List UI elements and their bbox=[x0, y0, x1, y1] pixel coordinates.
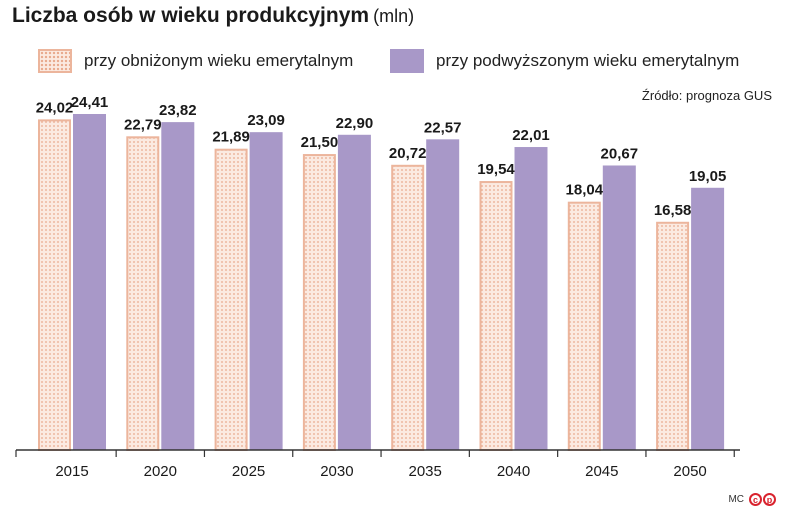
bar-high-2025 bbox=[249, 132, 283, 450]
bar-low-2025 bbox=[214, 148, 248, 452]
value-label-high-2020: 23,82 bbox=[159, 102, 197, 119]
value-label-high-2030: 22,90 bbox=[336, 115, 374, 132]
logo-letter-c: c bbox=[749, 493, 762, 506]
bar-high-2015 bbox=[73, 114, 106, 450]
bar-low-2040 bbox=[479, 181, 513, 451]
bar-high-2020 bbox=[161, 122, 195, 450]
bar-high-2035 bbox=[426, 139, 460, 450]
chart-title-unit: (mln) bbox=[373, 6, 415, 26]
value-label-high-2025: 23,09 bbox=[247, 112, 285, 129]
x-tick-label-2020: 2020 bbox=[144, 463, 177, 480]
value-label-high-2015: 24,41 bbox=[71, 94, 109, 111]
bar-low-2045 bbox=[567, 201, 601, 451]
legend-swatch-high bbox=[390, 49, 424, 73]
legend-label-low: przy obniżonym wieku emerytalnym bbox=[84, 51, 354, 70]
x-tick-label-2045: 2045 bbox=[585, 463, 618, 480]
legend-item-high: przy podwyższonym wieku emerytalnym bbox=[390, 44, 739, 78]
value-label-low-2040: 19,54 bbox=[477, 161, 515, 178]
chart-title-main: Liczba osób w wieku produkcyjnym bbox=[12, 4, 370, 27]
logo-letter-p: p bbox=[763, 493, 776, 506]
bar-high-2030 bbox=[337, 134, 371, 451]
bar-low-2015 bbox=[38, 119, 71, 452]
value-label-high-2050: 19,05 bbox=[689, 168, 727, 185]
author-initials: MC bbox=[728, 494, 744, 505]
publisher-logo: c p bbox=[748, 493, 776, 506]
bar-low-2030 bbox=[302, 154, 336, 451]
legend-item-low: przy obniżonym wieku emerytalnym bbox=[38, 44, 353, 78]
value-label-low-2015: 24,02 bbox=[36, 99, 74, 116]
x-tick-label-2040: 2040 bbox=[497, 463, 530, 480]
value-label-low-2045: 18,04 bbox=[566, 182, 604, 199]
bar-high-2050 bbox=[691, 187, 725, 450]
bar-high-2040 bbox=[514, 147, 548, 450]
chart-title: Liczba osób w wieku produkcyjnym (mln) bbox=[12, 4, 414, 28]
x-tick-label-2050: 2050 bbox=[673, 463, 706, 480]
legend-swatch-low bbox=[38, 49, 72, 73]
value-label-low-2020: 22,79 bbox=[124, 116, 162, 133]
bar-low-2020 bbox=[126, 136, 160, 451]
source-note: Źródło: prognoza GUS bbox=[641, 88, 772, 103]
x-tick-label-2025: 2025 bbox=[232, 463, 265, 480]
value-label-low-2030: 21,50 bbox=[301, 134, 339, 151]
footer-credit: MC c p bbox=[728, 493, 776, 506]
value-label-low-2035: 20,72 bbox=[389, 145, 427, 162]
bar-low-2050 bbox=[656, 221, 690, 451]
value-label-high-2035: 22,57 bbox=[424, 119, 462, 136]
value-label-low-2025: 21,89 bbox=[212, 129, 250, 146]
legend-label-high: przy podwyższonym wieku emerytalnym bbox=[436, 51, 740, 70]
x-tick-label-2035: 2035 bbox=[409, 463, 442, 480]
bar-high-2045 bbox=[602, 165, 636, 451]
x-tick-label-2015: 2015 bbox=[55, 463, 88, 480]
value-label-high-2040: 22,01 bbox=[512, 127, 550, 144]
value-label-low-2050: 16,58 bbox=[654, 202, 692, 219]
value-label-high-2045: 20,67 bbox=[601, 145, 639, 162]
bar-low-2035 bbox=[391, 164, 425, 451]
x-tick-label-2030: 2030 bbox=[320, 463, 353, 480]
